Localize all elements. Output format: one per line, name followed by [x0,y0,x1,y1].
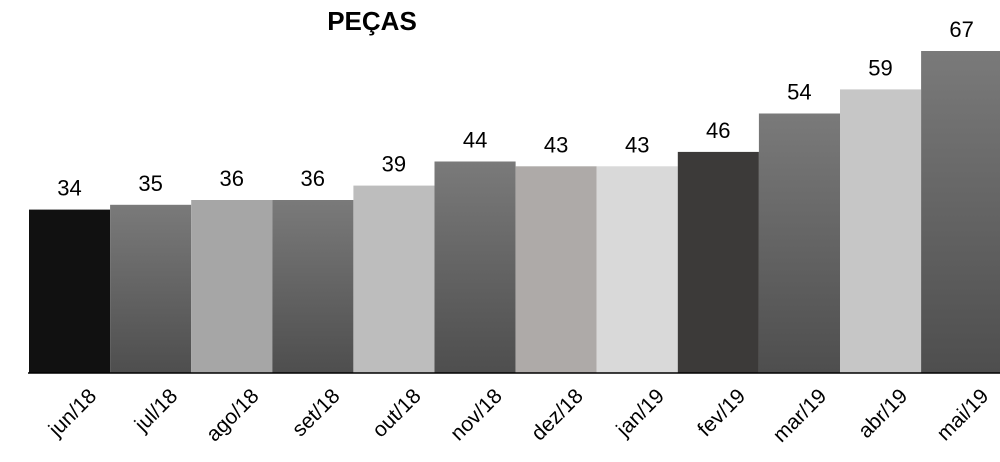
tick-label-jun/18: jun/18 [44,384,101,441]
chart-title: PEÇAS [327,6,417,36]
bar-abr/19 [840,89,922,374]
bar-mai/19 [921,51,1000,373]
tick-label-set/18: set/18 [288,384,345,441]
value-label-abr/19: 59 [868,55,892,80]
bar-jan/19 [596,166,678,373]
tick-label-ago/18: ago/18 [202,384,264,446]
bar-set/18 [272,200,354,373]
value-label-jun/18: 34 [57,176,81,201]
value-label-jan/19: 43 [625,132,649,157]
bar-ago/18 [191,200,273,373]
tick-labels-group: jun/18 jul/18 ago/18 set/18 out/18 nov/18 dez/… [44,384,994,446]
tick-label-out/18: out/18 [368,384,426,442]
tick-label-abr/19: abr/19 [854,384,912,442]
value-label-ago/18: 36 [220,166,244,191]
value-label-out/18: 39 [382,152,406,177]
tick-label-mai/19: mai/19 [932,384,993,445]
bars-group [29,51,1000,374]
value-label-mai/19: 67 [949,17,973,42]
bar-out/18 [353,185,435,373]
bar-dez/18 [515,166,597,373]
value-label-jul/18: 35 [138,171,162,196]
bar-fev/19 [677,151,759,373]
value-labels-group: 34 35 36 36 39 44 43 43 46 54 59 67 [57,17,974,201]
tick-label-nov/18: nov/18 [446,384,507,445]
bar-jul/18 [110,204,192,373]
bar-nov/18 [434,161,516,373]
tick-label-fev/19: fev/19 [693,384,750,441]
bar-jun/18 [29,209,111,373]
tick-label-dez/18: dez/18 [527,384,588,445]
value-label-fev/19: 46 [706,118,730,143]
value-label-dez/18: 43 [544,132,568,157]
value-label-mar/19: 54 [787,80,811,105]
bar-mar/19 [758,113,840,373]
value-label-set/18: 36 [301,166,325,191]
value-label-nov/18: 44 [463,128,487,153]
tick-label-jul/18: jul/18 [130,384,182,436]
tick-label-mar/19: mar/19 [769,384,831,446]
tick-label-jan/19: jan/19 [611,384,668,441]
